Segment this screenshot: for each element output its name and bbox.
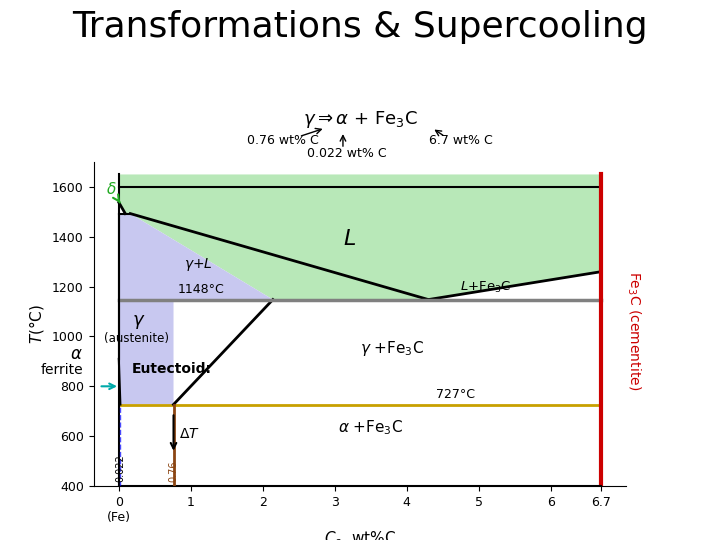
Text: 0.022: 0.022 bbox=[115, 455, 125, 482]
X-axis label: $C_o$, wt%C: $C_o$, wt%C bbox=[324, 529, 396, 540]
Text: Fe$_3$C (cementite): Fe$_3$C (cementite) bbox=[625, 271, 642, 390]
Text: $\delta$: $\delta$ bbox=[106, 181, 120, 202]
Title: Transformations & Supercooling: Transformations & Supercooling bbox=[72, 10, 648, 44]
Text: 0.76 wt% C: 0.76 wt% C bbox=[247, 134, 319, 147]
Text: 1148°C: 1148°C bbox=[178, 283, 225, 296]
Text: (austenite): (austenite) bbox=[104, 333, 169, 346]
Text: $\gamma$: $\gamma$ bbox=[132, 313, 145, 330]
Text: Eutectoid:: Eutectoid: bbox=[132, 362, 212, 376]
Text: $\alpha$ +Fe$_3$C: $\alpha$ +Fe$_3$C bbox=[338, 418, 403, 437]
Text: 6.7 wt% C: 6.7 wt% C bbox=[429, 134, 493, 147]
Text: $\gamma \Rightarrow \alpha$ + Fe$_3$C: $\gamma \Rightarrow \alpha$ + Fe$_3$C bbox=[302, 110, 418, 130]
Text: 0.76: 0.76 bbox=[168, 461, 179, 482]
Text: $\Delta T$: $\Delta T$ bbox=[179, 427, 200, 441]
Text: ferrite: ferrite bbox=[40, 363, 83, 377]
Text: $\alpha$: $\alpha$ bbox=[70, 345, 83, 363]
Text: 0.022 wt% C: 0.022 wt% C bbox=[307, 147, 387, 160]
Text: $\gamma$+$L$: $\gamma$+$L$ bbox=[184, 255, 212, 273]
Polygon shape bbox=[119, 174, 601, 300]
Polygon shape bbox=[119, 214, 273, 404]
Text: $\gamma$ +Fe$_3$C: $\gamma$ +Fe$_3$C bbox=[361, 340, 424, 359]
Text: $L$+Fe$_3$C: $L$+Fe$_3$C bbox=[460, 280, 512, 295]
Y-axis label: $T$(°C): $T$(°C) bbox=[27, 304, 47, 344]
Text: $L$: $L$ bbox=[343, 230, 356, 249]
Text: 727°C: 727°C bbox=[436, 388, 474, 401]
